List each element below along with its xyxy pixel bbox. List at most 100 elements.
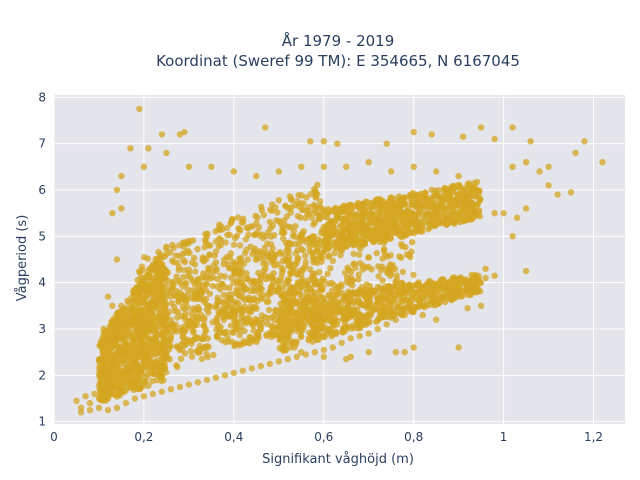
- scatter-point: [448, 199, 456, 206]
- scatter-point: [320, 223, 327, 231]
- scatter-point: [292, 250, 299, 257]
- scatter-point: [162, 350, 170, 357]
- scatter-point: [263, 276, 270, 283]
- scatter-point: [425, 289, 432, 296]
- scatter-point: [204, 343, 211, 350]
- scatter-point: [397, 198, 404, 205]
- scatter-point: [329, 344, 336, 351]
- scatter-point: [149, 390, 157, 398]
- scatter-point: [410, 163, 417, 170]
- scatter-point: [447, 282, 454, 290]
- scatter-point: [217, 241, 225, 249]
- scatter-point: [162, 301, 170, 308]
- scatter-point: [302, 214, 309, 222]
- scatter-point: [237, 304, 244, 312]
- scatter-point: [305, 319, 312, 326]
- scatter-point: [217, 286, 224, 293]
- scatter-point: [373, 249, 380, 257]
- scatter-point: [409, 239, 416, 246]
- scatter-point: [151, 371, 158, 378]
- scatter-point: [375, 273, 382, 280]
- scatter-point: [455, 172, 462, 180]
- scatter-point: [365, 349, 372, 356]
- scatter-point: [426, 278, 434, 285]
- scatter-point: [152, 335, 159, 342]
- scatter-point: [105, 373, 112, 380]
- scatter-point: [138, 263, 146, 270]
- scatter-point: [370, 213, 377, 220]
- scatter-point: [177, 289, 184, 296]
- scatter-point: [351, 216, 358, 223]
- scatter-point: [186, 319, 193, 326]
- scatter-point: [265, 298, 272, 305]
- scatter-point: [203, 350, 210, 358]
- scatter-point: [231, 310, 239, 318]
- scatter-point: [401, 311, 408, 319]
- scatter-point: [380, 246, 388, 253]
- scatter-point: [464, 291, 472, 298]
- scatter-point: [91, 390, 98, 398]
- scatter-point: [160, 329, 167, 336]
- scatter-point: [455, 277, 462, 284]
- scatter-point: [240, 317, 247, 325]
- scatter-point: [307, 190, 314, 198]
- scatter-point: [403, 210, 410, 218]
- scatter-point: [73, 397, 80, 404]
- scatter-point: [391, 201, 398, 208]
- scatter-point: [352, 237, 360, 244]
- scatter-point: [275, 168, 282, 175]
- scatter-point: [236, 242, 244, 249]
- scatter-point: [221, 307, 228, 315]
- scatter-point: [160, 338, 167, 345]
- scatter-point: [417, 227, 424, 234]
- scatter-point: [176, 383, 184, 391]
- scatter-point: [455, 284, 462, 291]
- scatter-point: [169, 241, 176, 249]
- scatter-point: [129, 288, 137, 295]
- scatter-point: [175, 266, 182, 274]
- scatter-point: [194, 304, 202, 311]
- scatter-point: [307, 138, 314, 145]
- scatter-point: [200, 270, 207, 277]
- scatter-point: [134, 329, 141, 337]
- scatter-point: [409, 283, 416, 290]
- scatter-point: [113, 404, 121, 411]
- scatter-point: [433, 316, 440, 323]
- scatter-point: [316, 269, 323, 276]
- scatter-point: [348, 289, 355, 297]
- scatter-point: [396, 228, 403, 235]
- scatter-point: [392, 316, 399, 323]
- scatter-point: [309, 327, 317, 335]
- scatter-point: [298, 315, 305, 323]
- scatter-point: [104, 349, 112, 356]
- scatter-point: [106, 334, 113, 341]
- scatter-point: [187, 348, 195, 355]
- scatter-point: [428, 298, 435, 305]
- scatter-point: [367, 305, 374, 312]
- scatter-point: [331, 292, 338, 299]
- scatter-point: [279, 224, 286, 231]
- scatter-point: [313, 296, 320, 303]
- scatter-point: [414, 281, 422, 289]
- scatter-point: [373, 198, 381, 206]
- scatter-point: [195, 284, 203, 292]
- scatter-point: [296, 291, 303, 298]
- scatter-point: [305, 204, 312, 211]
- scatter-point: [210, 351, 217, 359]
- scatter-point: [135, 292, 142, 300]
- scatter-point: [179, 250, 186, 258]
- scatter-point: [254, 255, 261, 262]
- x-tick-label: 1,2: [584, 430, 603, 444]
- scatter-point: [410, 344, 417, 351]
- scatter-point: [148, 365, 156, 372]
- scatter-point: [462, 214, 470, 222]
- scatter-point: [231, 341, 239, 348]
- scatter-point: [100, 325, 107, 333]
- scatter-point: [398, 307, 406, 314]
- scatter-point: [415, 297, 422, 304]
- scatter-point: [96, 342, 103, 349]
- scatter-point: [221, 256, 228, 263]
- scatter-point: [355, 325, 362, 332]
- scatter-point: [145, 267, 152, 274]
- scatter-point: [184, 291, 192, 298]
